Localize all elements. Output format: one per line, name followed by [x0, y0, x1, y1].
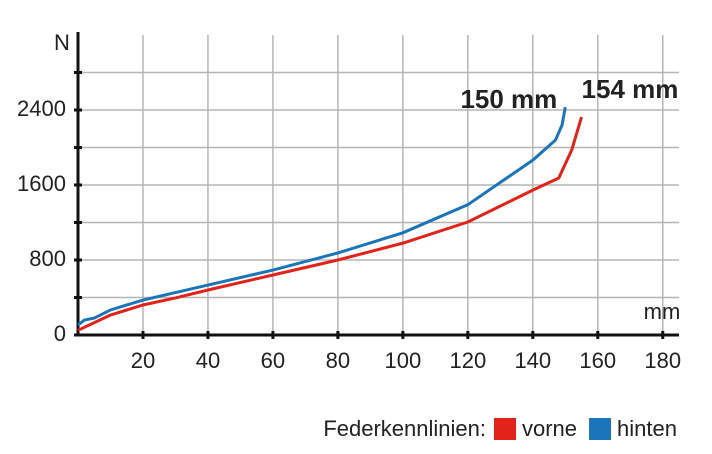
x-axis-label: mm: [644, 299, 681, 324]
line: [77, 106, 567, 327]
y-axis-label: N: [54, 30, 70, 55]
y-tick-label: 1600: [17, 171, 66, 196]
x-tick-label: 160: [579, 348, 616, 373]
x-tick-label: 180: [644, 348, 681, 373]
annotation: 150 mm: [460, 84, 557, 114]
legend-swatch: [494, 418, 516, 440]
x-tick-label: 20: [131, 348, 155, 373]
legend-label: vorne: [522, 416, 577, 441]
y-tick-label: 800: [29, 246, 66, 271]
legend-title: Federkennlinien:: [323, 416, 486, 441]
x-tick-label: 40: [196, 348, 220, 373]
y-tick-label: 0: [54, 321, 66, 346]
legend-swatch: [589, 418, 612, 440]
x-tick-label: 60: [261, 348, 285, 373]
annotation: 154 mm: [582, 74, 679, 104]
x-tick-label: 120: [449, 348, 486, 373]
legend-label: hinten: [617, 416, 677, 441]
y-tick-label: 2400: [17, 96, 66, 121]
line: [77, 116, 583, 332]
x-tick-label: 140: [514, 348, 551, 373]
x-tick-label: 80: [326, 348, 350, 373]
x-tick-label: 100: [385, 348, 422, 373]
